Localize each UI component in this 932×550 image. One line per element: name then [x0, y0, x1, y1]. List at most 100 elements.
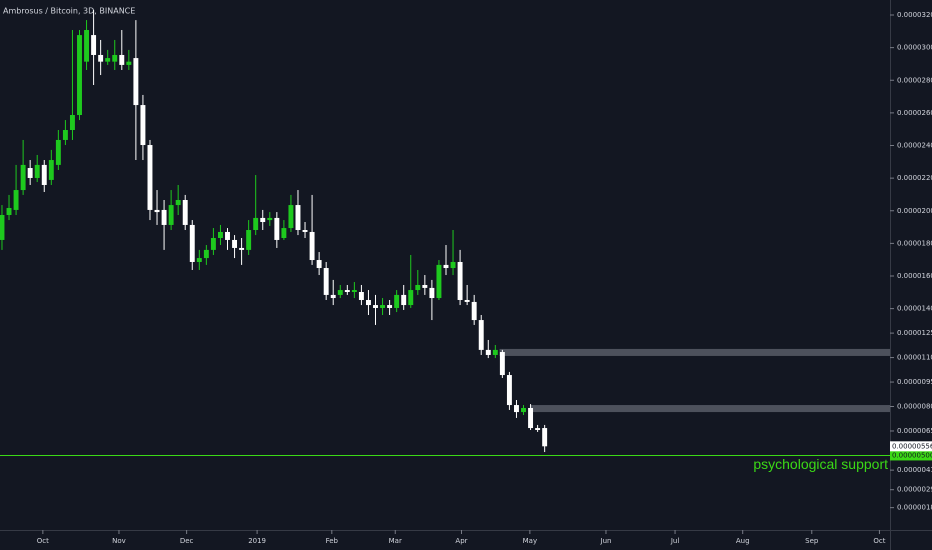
x-tick-label: May: [523, 537, 537, 545]
candle-body: [34, 164, 40, 178]
candle-body: [415, 284, 421, 291]
y-tick-label: 0.00000950: [897, 378, 932, 386]
x-tick-label: Jun: [600, 537, 612, 545]
x-tick-label: Sep: [805, 537, 819, 545]
candle-body: [401, 294, 407, 306]
y-tick-label: 0.00000650: [897, 427, 932, 435]
candle-body: [499, 352, 505, 376]
candle-body: [126, 61, 132, 65]
x-tick-label: Nov: [112, 537, 126, 545]
candle-body: [69, 115, 75, 131]
candle-body: [457, 261, 463, 300]
y-tick-label: 0.00000290: [897, 486, 932, 494]
candle-body: [471, 301, 477, 321]
candle-body: [323, 268, 329, 295]
candle-body: [330, 294, 336, 299]
candle-body: [260, 217, 266, 223]
candle-body: [443, 264, 449, 269]
y-tick-label: 0.00002000: [897, 207, 932, 215]
y-tick-label: 0.00001250: [897, 329, 932, 337]
y-tick-label: 0.00002200: [897, 174, 932, 182]
candle-body: [358, 291, 364, 300]
candle-body: [55, 139, 61, 165]
candle-body: [436, 264, 442, 299]
candle-body: [506, 375, 512, 406]
y-tick-label: 0.00000410: [897, 466, 932, 474]
candle-body: [91, 35, 97, 55]
candle-body: [77, 35, 82, 116]
candle-body: [387, 305, 393, 308]
support-price-box: [890, 450, 932, 461]
y-tick-label: 0.00000800: [897, 403, 932, 411]
candle-body: [27, 168, 33, 178]
candle-body: [175, 199, 181, 206]
x-tick-label: Oct: [37, 537, 49, 545]
candle-body: [239, 247, 245, 250]
y-tick-label: 0.00001100: [897, 354, 932, 362]
candle-body: [196, 258, 202, 262]
candle-body: [274, 217, 280, 240]
last-price-label: 0.00000556: [892, 442, 932, 450]
candle-body: [344, 290, 350, 292]
candle-body: [365, 299, 371, 306]
candle-body: [253, 217, 259, 231]
candle-body: [513, 405, 519, 413]
candle-body: [429, 287, 435, 299]
chart-title: Ambrosus / Bitcoin, 3D, BINANCE: [3, 7, 135, 16]
resistance-zone: [529, 405, 890, 413]
candle-body: [422, 284, 428, 288]
candle-body: [351, 290, 357, 292]
y-tick-label: 0.00002600: [897, 109, 932, 117]
candle-body: [84, 30, 90, 62]
candle-body: [408, 290, 414, 306]
candle-body: [281, 228, 287, 239]
candle-body: [203, 249, 209, 259]
candle-body: [6, 207, 12, 216]
candle-body: [295, 205, 301, 231]
candle-body: [154, 209, 160, 213]
candle-body: [182, 199, 188, 225]
candle-body: [0, 215, 5, 240]
candle-body: [535, 428, 541, 431]
candle-body: [98, 54, 104, 62]
candle-body: [147, 145, 153, 210]
candle-body: [41, 164, 47, 185]
candle-body: [232, 239, 238, 248]
x-tick-label: Jul: [670, 537, 680, 545]
candle-body: [133, 58, 139, 106]
candle-body: [478, 320, 484, 350]
candle-body: [140, 105, 146, 146]
y-tick-label: 0.00003000: [897, 44, 932, 52]
x-tick-label: Oct: [873, 537, 885, 545]
y-tick-label: 0.00003200: [897, 11, 932, 19]
candle-body: [168, 205, 174, 225]
candle-body: [380, 305, 386, 308]
support-annotation: psychological support: [753, 456, 888, 472]
y-tick-label: 0.00001600: [897, 272, 932, 280]
candle-body: [521, 407, 526, 413]
x-tick-label: 2019: [248, 537, 266, 545]
candle-body: [528, 407, 534, 429]
candle-body: [302, 230, 308, 232]
y-tick-label: 0.00001800: [897, 239, 932, 247]
support-price-label: 0.00000500: [892, 451, 932, 459]
candle-body: [225, 231, 230, 240]
y-tick-label: 0.00002800: [897, 76, 932, 84]
x-tick-label: Aug: [736, 537, 750, 545]
candle-body: [13, 190, 19, 210]
candle-body: [161, 209, 167, 225]
candle-body: [492, 349, 498, 355]
candle-body: [464, 299, 470, 302]
x-tick-label: Apr: [455, 537, 467, 545]
candle-body: [542, 428, 548, 447]
candle-body: [189, 224, 195, 262]
candle-body: [394, 294, 400, 308]
candle-body: [450, 261, 456, 269]
candle-body: [62, 130, 68, 140]
candle-body: [20, 164, 26, 191]
candle-body: [485, 349, 491, 355]
candle-body: [217, 231, 223, 239]
candle-body: [288, 205, 294, 229]
